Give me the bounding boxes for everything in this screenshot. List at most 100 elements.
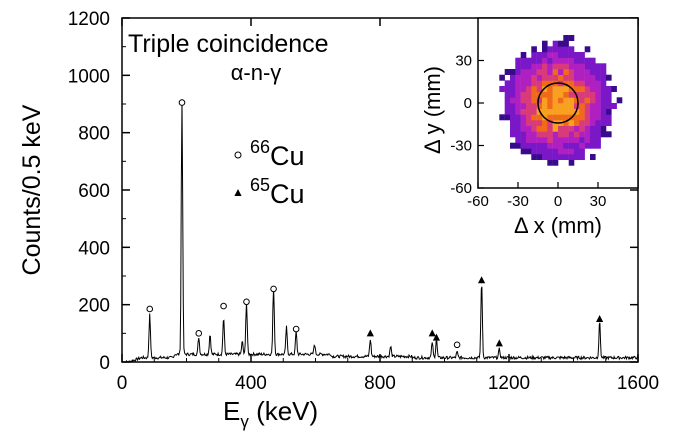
heatmap-cell <box>558 86 564 92</box>
heatmap-cell <box>552 142 559 149</box>
heatmap-cell <box>536 148 543 155</box>
heatmap-cell <box>531 52 537 58</box>
y-tick-label: 800 <box>78 124 110 145</box>
heatmap-cell <box>563 125 569 132</box>
heatmap-cell <box>547 137 553 143</box>
heatmap-cell <box>547 63 553 70</box>
marker-66cu <box>220 302 227 310</box>
heatmap-cell <box>595 97 601 104</box>
heatmap-cell <box>526 91 532 98</box>
heatmap-cell <box>520 137 527 143</box>
heatmap-cell <box>536 125 543 132</box>
heatmap-cell <box>584 137 591 143</box>
inset-x-tick-label: 0 <box>554 193 562 210</box>
heatmap-cell <box>536 154 543 160</box>
heatmap-cell <box>526 74 532 81</box>
heatmap-cell <box>510 69 516 75</box>
heatmap-cell <box>574 97 580 104</box>
heatmap-cell <box>542 46 548 53</box>
heatmap-cell <box>595 108 601 115</box>
heatmap-cell <box>510 74 516 81</box>
heatmap-cell <box>531 74 537 81</box>
heatmap-cell <box>579 125 585 132</box>
heatmap-cell <box>542 120 548 126</box>
heatmap-cell <box>510 108 516 115</box>
heatmap-cell <box>568 148 575 155</box>
heatmap-cell <box>611 103 617 109</box>
heatmap-cell <box>563 80 569 87</box>
legend: 66Cu 65Cu <box>234 137 305 209</box>
heatmap-cell <box>600 131 607 138</box>
heatmap-cell <box>563 86 569 92</box>
heatmap-cell <box>563 154 569 160</box>
heatmap-cell <box>515 80 521 87</box>
heatmap-cell <box>542 108 548 115</box>
heatmap-cell <box>584 74 591 81</box>
heatmap-cell <box>595 69 601 75</box>
heatmap-cell <box>520 63 527 70</box>
heatmap-cell <box>515 97 521 104</box>
heatmap-cell <box>520 103 527 109</box>
y-tick-label: 400 <box>78 238 110 259</box>
marker-66cu <box>146 305 154 313</box>
heatmap-cell <box>510 125 516 132</box>
heatmap-cell <box>547 114 553 121</box>
heatmap-cell <box>600 125 607 132</box>
inset-circle <box>537 82 579 124</box>
heatmap-cell <box>574 80 580 87</box>
heatmap-cell <box>600 108 607 115</box>
heatmap-cell <box>590 80 596 87</box>
legend-label: 65Cu <box>250 175 305 209</box>
heatmap-cell <box>552 125 559 132</box>
heatmap-cell <box>574 137 580 143</box>
heatmap-cell <box>558 52 564 58</box>
heatmap-cell <box>574 125 580 132</box>
heatmap-cell <box>531 108 537 115</box>
inset-x-tick-label: -60 <box>467 193 489 210</box>
heatmap-cell <box>563 108 569 115</box>
heatmap-cell <box>552 91 559 98</box>
heatmap-cell <box>547 57 553 64</box>
x-tick-label: 800 <box>364 373 396 394</box>
heatmap-cell <box>568 159 575 166</box>
marker-65cu <box>428 329 436 337</box>
heatmap-cell <box>595 86 601 92</box>
heatmap-cell <box>579 137 585 143</box>
heatmap-cell <box>547 91 553 98</box>
heatmap-cell <box>606 120 612 126</box>
main-tick-labels: 0 400 800 1200 1600 0 200 400 600 800 1000 1200 <box>68 9 659 394</box>
heatmap-cell <box>520 114 527 121</box>
heatmap-cell <box>579 148 585 155</box>
heatmap-cell <box>504 69 511 75</box>
heatmap-cell <box>547 80 553 87</box>
heatmap-cell <box>590 142 596 149</box>
y-tick-label: 0 <box>99 353 110 374</box>
heatmap-cell <box>606 97 612 104</box>
heatmap-cell <box>547 74 553 81</box>
heatmap-cell <box>600 63 607 70</box>
legend-circle-symbol <box>234 151 242 159</box>
heatmap-cell <box>515 137 521 143</box>
heatmap-cell <box>515 103 521 109</box>
heatmap-cell <box>558 57 564 64</box>
heatmap-cell <box>584 125 591 132</box>
heatmap-cell <box>590 97 596 104</box>
heatmap-cell <box>590 114 596 121</box>
x-axis-label-main: E <box>223 396 240 426</box>
heatmap-cell <box>531 80 537 87</box>
heatmap-cell <box>547 142 553 149</box>
heatmap-cell <box>515 131 521 138</box>
legend-label: 66Cu <box>250 137 305 171</box>
heatmap-cell <box>499 114 505 121</box>
heatmap-cell <box>515 120 521 126</box>
heatmap-cell <box>547 52 553 58</box>
heatmap-cell <box>520 69 527 75</box>
heatmap-cell <box>574 63 580 70</box>
heatmap-cell <box>510 97 516 104</box>
heatmap-cell <box>579 120 585 126</box>
spectrum-line <box>121 99 639 363</box>
heatmap-cell <box>552 108 559 115</box>
heatmap-cell <box>568 154 575 160</box>
heatmap-cell <box>542 148 548 155</box>
heatmap-cell <box>590 86 596 92</box>
